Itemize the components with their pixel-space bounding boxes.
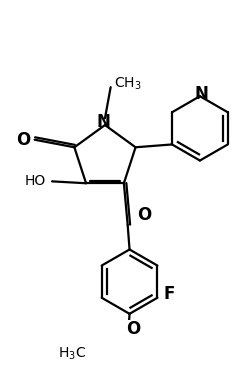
Text: O: O [126, 320, 141, 338]
Text: N: N [195, 85, 209, 103]
Text: F: F [163, 285, 174, 303]
Text: CH$_3$: CH$_3$ [114, 75, 142, 92]
Text: O: O [16, 131, 30, 149]
Text: N: N [96, 113, 110, 131]
Text: HO: HO [25, 174, 46, 188]
Text: H$_3$C: H$_3$C [58, 345, 86, 362]
Text: O: O [137, 206, 151, 224]
